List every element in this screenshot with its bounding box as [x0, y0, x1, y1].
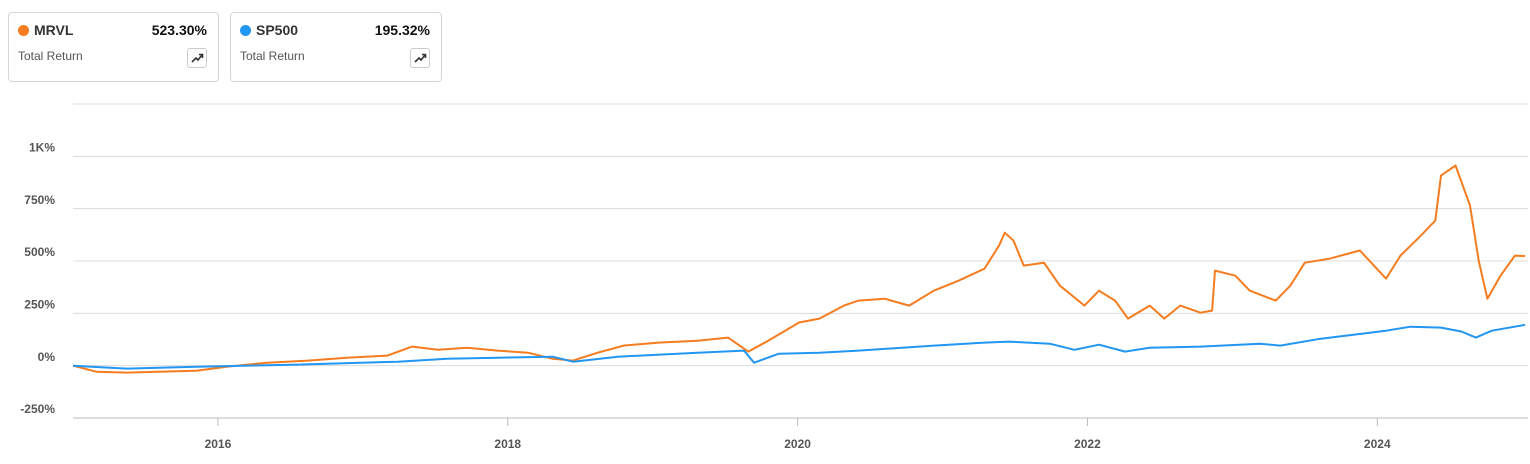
series-line: [72, 164, 1526, 374]
x-tick-label: 2024: [1364, 437, 1391, 451]
x-tick-label: 2020: [784, 437, 811, 451]
series-line: [72, 323, 1526, 370]
y-tick-label: 250%: [24, 298, 55, 312]
y-tick-label: 750%: [24, 193, 55, 207]
caption: Total Return: [240, 49, 305, 63]
legend-swatch: [18, 25, 29, 36]
legend-label: MRVL: [34, 22, 74, 38]
trend-icon: [191, 53, 204, 63]
x-tick-label: 2018: [494, 437, 521, 451]
total-return: 523.30%: [151, 22, 207, 38]
total-return: 195.32%: [374, 22, 430, 38]
legend-card[interactable]: SP500 195.32% Total Return: [230, 12, 442, 82]
y-tick-label: 1K%: [29, 141, 55, 155]
y-tick-label: -250%: [20, 402, 55, 416]
y-tick-label: 500%: [24, 245, 55, 259]
chart-type-button[interactable]: [410, 48, 430, 68]
x-tick-label: 2022: [1074, 437, 1101, 451]
trend-icon: [414, 53, 427, 63]
chart-type-button[interactable]: [187, 48, 207, 68]
y-tick-label: 0%: [38, 350, 56, 364]
legend-label: SP500: [256, 22, 299, 38]
legend-card[interactable]: MRVL 523.30% Total Return: [8, 12, 219, 82]
caption: Total Return: [18, 49, 83, 63]
legend-swatch: [240, 25, 251, 36]
x-tick-label: 2016: [205, 437, 232, 451]
